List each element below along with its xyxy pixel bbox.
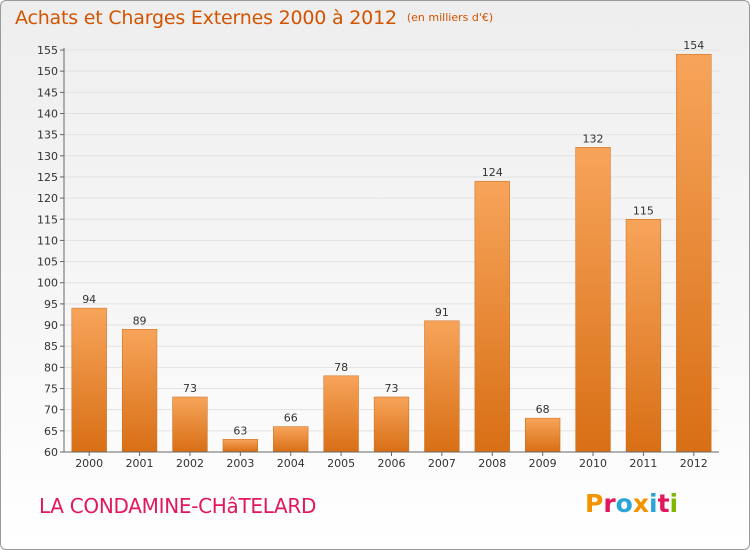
bars — [71, 53, 712, 453]
y-tick-label: 130 — [37, 150, 58, 163]
y-tick-label: 60 — [44, 446, 58, 459]
chart-title: Achats et Charges Externes 2000 à 2012 — [15, 7, 397, 29]
bar-2002 — [172, 396, 208, 453]
axes: 60 65 70 75 80 85 90 95 100 105 110 115 120 125 130 135… — [37, 44, 719, 470]
y-tick-label: 80 — [44, 361, 58, 374]
y-tick-label: 155 — [37, 44, 58, 57]
data-label-2002: 73 — [183, 382, 197, 395]
bar-2005 — [323, 375, 359, 453]
y-tick-label: 70 — [44, 404, 58, 417]
x-tick-label: 2002 — [176, 457, 204, 470]
data-label-2000: 94 — [82, 293, 96, 306]
bar-2000 — [71, 307, 107, 453]
x-tick-label: 2001 — [126, 457, 154, 470]
x-tick-label: 2011 — [629, 457, 657, 470]
y-tick-label: 65 — [44, 425, 58, 438]
bar-2008 — [474, 180, 510, 453]
x-tick-label: 2000 — [75, 457, 103, 470]
y-tick-label: 115 — [37, 213, 58, 226]
brand-logo: Proxiti — [585, 489, 678, 518]
x-tick-label: 2004 — [277, 457, 305, 470]
data-label-2007: 91 — [435, 306, 449, 319]
bar-2012 — [676, 53, 712, 453]
data-label-2010: 132 — [583, 132, 604, 145]
y-tick-label: 135 — [37, 129, 58, 142]
bar-2006 — [373, 396, 410, 453]
data-label-2009: 68 — [536, 403, 550, 416]
x-tick-label: 2008 — [478, 457, 506, 470]
data-label-2008: 124 — [482, 166, 503, 179]
data-label-2012: 154 — [683, 39, 704, 52]
y-tick-label: 90 — [44, 319, 58, 332]
bar-2007 — [424, 320, 460, 453]
y-tick-label: 105 — [37, 256, 58, 269]
y-tick-label: 85 — [44, 340, 58, 353]
brand-letter: o — [615, 489, 633, 518]
bar-2009 — [525, 417, 561, 453]
y-tick-label: 100 — [37, 277, 58, 290]
y-tick-label: 140 — [37, 107, 58, 120]
x-tick-label: 2005 — [327, 457, 355, 470]
x-tick-label: 2003 — [226, 457, 254, 470]
y-tick-label: 95 — [44, 298, 58, 311]
bar-2003 — [222, 439, 258, 453]
data-label-2005: 78 — [334, 361, 348, 374]
bar-2004 — [273, 426, 309, 453]
brand-letter: i — [649, 489, 658, 518]
x-tick-label: 2010 — [579, 457, 607, 470]
y-tick-label: 150 — [37, 65, 58, 78]
x-tick-label: 2006 — [378, 457, 406, 470]
bar-2011 — [625, 219, 662, 453]
x-tick-label: 2007 — [428, 457, 456, 470]
title-row: Achats et Charges Externes 2000 à 2012 (e… — [15, 7, 493, 29]
bar-2001 — [121, 329, 158, 453]
chart-unit: (en milliers d'€) — [406, 11, 494, 24]
data-label-2011: 115 — [633, 204, 654, 217]
brand-letter: t — [657, 489, 670, 518]
data-labels: 94 89 73 63 66 78 73 91 124 68 132 115 154 — [82, 39, 704, 437]
x-tick-label: 2012 — [680, 457, 708, 470]
data-label-2006: 73 — [385, 382, 399, 395]
brand-letter: P — [585, 489, 604, 518]
y-tick-label: 120 — [37, 192, 58, 205]
data-label-2003: 63 — [233, 424, 247, 437]
y-tick-label: 145 — [37, 86, 58, 99]
brand-letter: i — [669, 489, 679, 518]
y-tick-label: 125 — [37, 171, 58, 184]
place-name: LA CONDAMINE-CHâTELARD — [39, 494, 317, 518]
y-tick-label: 75 — [44, 383, 58, 396]
x-tick-label: 2009 — [529, 457, 557, 470]
data-label-2001: 89 — [133, 314, 147, 327]
brand-letter: r — [603, 489, 616, 518]
brand-letter: x — [632, 489, 649, 518]
y-tick-label: 110 — [37, 234, 58, 247]
data-label-2004: 66 — [284, 412, 298, 425]
bar-2010 — [575, 147, 611, 453]
